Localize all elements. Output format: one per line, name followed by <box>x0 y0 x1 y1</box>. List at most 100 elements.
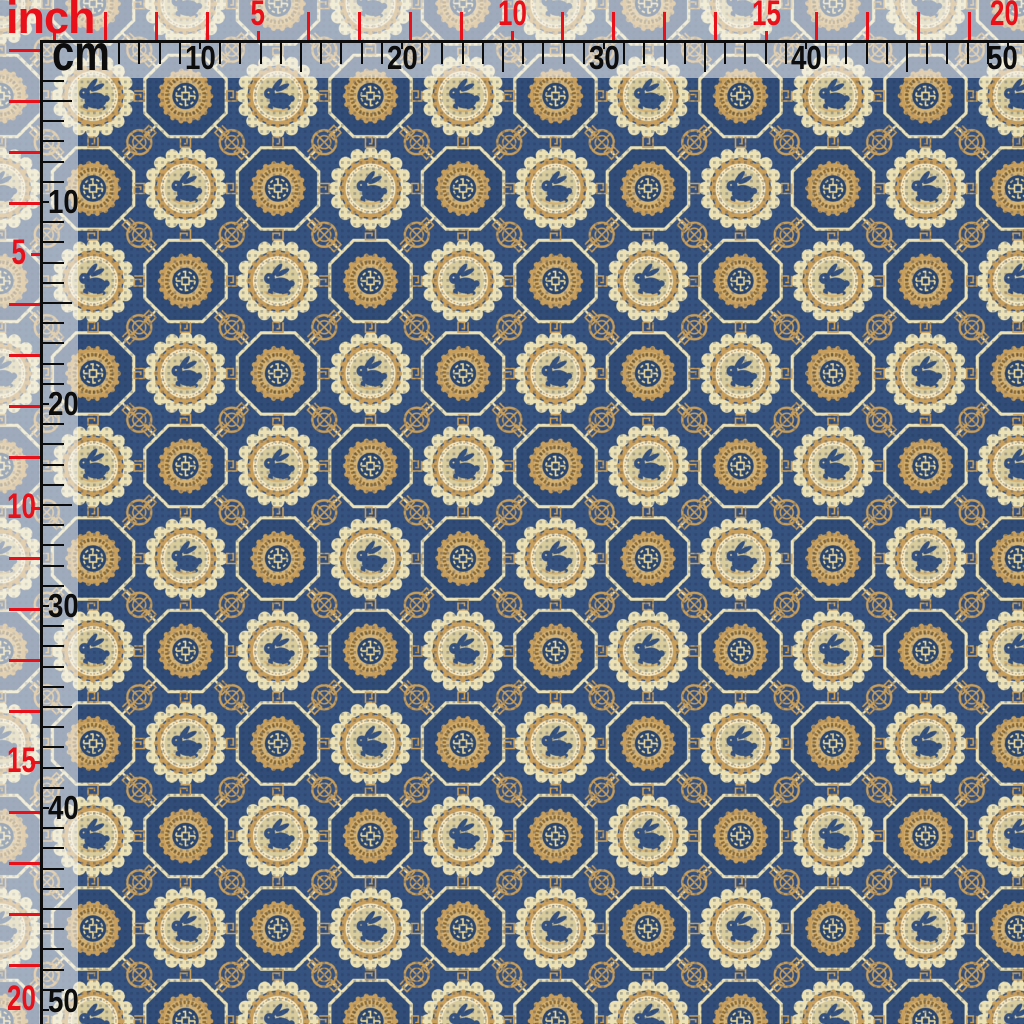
cm-tick-left <box>43 382 64 385</box>
cm-tick-top <box>926 43 929 64</box>
cm-tick-left <box>43 564 64 567</box>
cm-tick-top <box>704 43 706 72</box>
cm-tick-left <box>43 483 64 486</box>
cm-number-top: 20 <box>386 39 418 76</box>
cm-unit-label: cm <box>52 25 110 81</box>
cm-tick-top <box>320 43 323 64</box>
cm-tick-left <box>43 948 64 951</box>
cm-tick-left <box>43 79 64 82</box>
cm-tick-top <box>360 43 363 64</box>
cm-tick-left <box>43 706 72 708</box>
inch-tick-top <box>561 12 565 40</box>
cm-tick-left <box>43 160 64 163</box>
cm-tick-left <box>43 746 64 749</box>
cm-tick-left <box>43 827 64 830</box>
cm-tick-left <box>43 968 64 971</box>
cm-tick-left <box>43 625 64 628</box>
cm-tick-left <box>43 261 64 264</box>
cm-tick-left <box>43 463 64 466</box>
cm-number-left: 50 <box>47 982 79 1019</box>
inch-tick-top <box>764 31 768 40</box>
cm-tick-top <box>562 43 565 64</box>
inch-tick-left <box>9 303 40 307</box>
cm-tick-left <box>43 180 64 183</box>
cm-tick-top <box>522 43 525 64</box>
inch-tick-left <box>31 252 40 256</box>
inch-tick-top <box>967 12 971 40</box>
cm-tick-top <box>663 43 666 64</box>
cm-tick-left <box>43 766 64 769</box>
inch-tick-top <box>916 12 920 40</box>
inch-tick-left <box>9 49 40 53</box>
cm-ruler-baseline-top <box>40 40 1024 43</box>
cm-tick-left <box>43 867 64 870</box>
cm-tick-top <box>885 43 888 64</box>
cm-tick-top <box>300 43 302 72</box>
cm-tick-top <box>744 43 747 64</box>
cm-tick-top <box>582 43 585 64</box>
cm-tick-left <box>43 988 64 991</box>
cm-tick-top <box>683 43 686 64</box>
inch-tick-top <box>104 12 108 40</box>
cm-number-left: 20 <box>47 385 79 422</box>
cm-tick-left <box>43 281 64 284</box>
cm-tick-left <box>43 201 49 203</box>
cm-tick-left <box>43 120 64 123</box>
inch-tick-top <box>408 12 412 40</box>
cm-tick-top <box>825 43 828 64</box>
cm-tick-top <box>118 43 121 64</box>
inch-number-left: 20 <box>7 979 36 1018</box>
inch-tick-top <box>866 12 870 40</box>
inch-tick-left <box>9 709 40 713</box>
cm-ruler-baseline-left <box>40 40 43 1024</box>
cm-tick-left <box>43 100 72 102</box>
cm-tick-top <box>138 43 141 64</box>
cm-tick-top <box>401 43 403 49</box>
cm-tick-top <box>865 43 868 64</box>
cm-tick-left <box>43 362 64 365</box>
inch-number-left: 5 <box>11 233 27 272</box>
cm-number-top: 50 <box>986 39 1018 76</box>
cm-tick-top <box>623 43 626 64</box>
cm-tick-left <box>43 322 64 325</box>
cm-number-left: 40 <box>47 789 79 826</box>
inch-tick-left <box>31 506 40 510</box>
cm-tick-left <box>43 544 64 547</box>
inch-tick-left <box>9 354 40 358</box>
inch-tick-top <box>662 12 666 40</box>
cm-tick-left <box>43 908 72 910</box>
inch-tick-left <box>9 455 40 459</box>
inch-tick-left <box>9 963 40 967</box>
cm-tick-left <box>43 726 64 729</box>
cm-tick-left <box>43 685 64 688</box>
inch-tick-left <box>9 150 40 154</box>
cm-tick-left <box>43 584 64 587</box>
cm-tick-left <box>43 786 64 789</box>
inch-tick-left <box>9 811 40 815</box>
inch-tick-left <box>9 100 40 104</box>
inch-tick-top <box>53 31 57 40</box>
cm-tick-top <box>279 43 282 64</box>
cm-tick-top <box>502 43 504 72</box>
inch-unit-label: inch <box>6 0 96 43</box>
cm-tick-left <box>43 443 64 446</box>
cm-number-left: 30 <box>47 587 79 624</box>
cm-tick-left <box>43 403 49 405</box>
inch-number-top: 15 <box>751 0 781 33</box>
cm-number-top: 10 <box>184 39 216 76</box>
inch-tick-left <box>31 760 40 764</box>
inch-number-left: 10 <box>7 487 36 526</box>
cm-tick-left <box>43 423 64 426</box>
ruler-backdrop-left <box>0 78 78 1024</box>
cm-tick-top <box>946 43 949 64</box>
inch-tick-top <box>205 12 209 40</box>
cm-tick-left <box>43 1009 49 1011</box>
cm-number-top: 30 <box>588 39 620 76</box>
cm-number-left: 10 <box>47 183 79 220</box>
cm-tick-top <box>481 43 484 64</box>
inch-tick-top <box>713 12 717 40</box>
cm-tick-top <box>1007 43 1009 49</box>
inch-tick-top <box>307 12 311 40</box>
